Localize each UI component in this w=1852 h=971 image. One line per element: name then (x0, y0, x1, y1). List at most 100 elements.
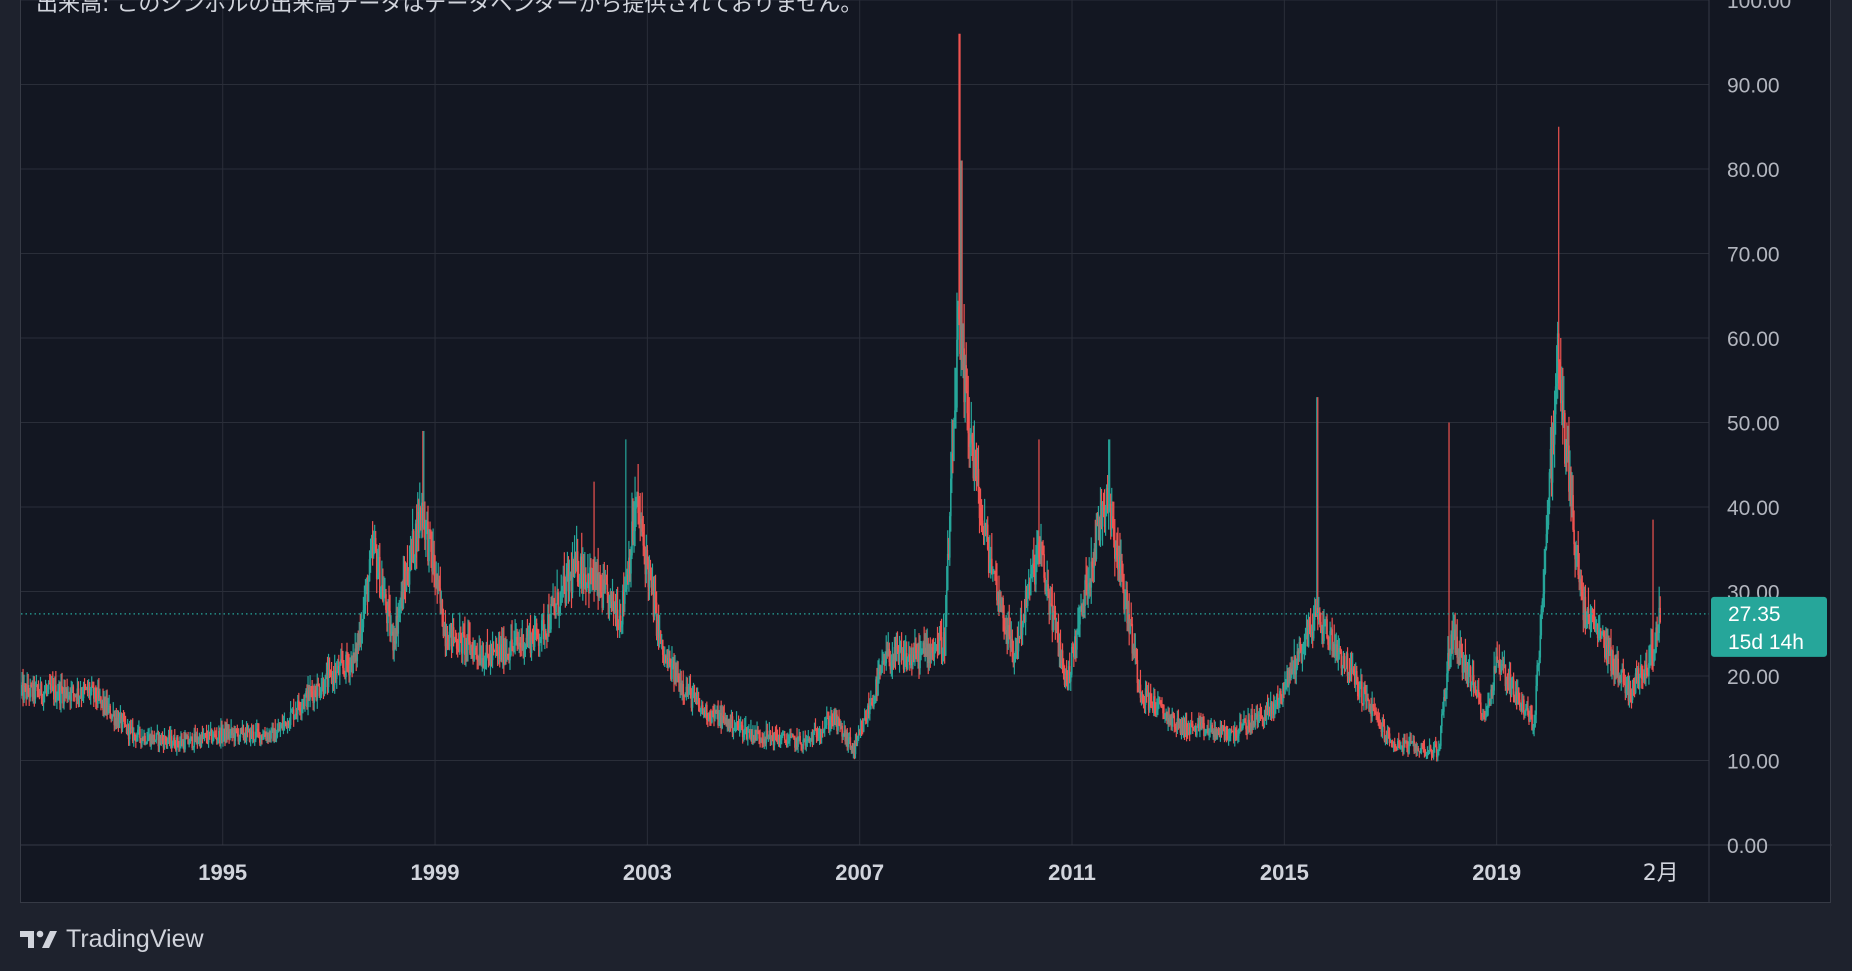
candle-body (989, 558, 992, 563)
candle-body (951, 453, 953, 479)
candle-body (964, 365, 966, 403)
candle-body (39, 683, 42, 696)
candle-body (1038, 542, 1040, 558)
candle-body (1466, 665, 1469, 683)
chart-area[interactable]: 0.00 10.00 20.00 30.00 40.00 50.00 60.00 70.00 8… (20, 0, 1832, 903)
candle-body (1564, 413, 1566, 464)
candle-body (50, 686, 53, 690)
candle-body (1494, 666, 1496, 673)
candle-body (135, 736, 137, 742)
candle-body (903, 656, 906, 670)
candle-body (343, 668, 345, 672)
candle-body (1503, 664, 1506, 667)
candle-body (913, 654, 915, 663)
candle-body (721, 715, 723, 729)
candle-body (1079, 610, 1081, 625)
candle-body (1048, 591, 1051, 615)
candle-body (1486, 715, 1488, 717)
candle-body (301, 706, 303, 713)
candle-body (1535, 685, 1537, 715)
candle-body (482, 657, 485, 668)
candle-body (784, 739, 787, 743)
candle-body (1258, 714, 1261, 718)
candle-body (1575, 552, 1577, 560)
candle-body (1424, 751, 1427, 756)
candle-body (1165, 712, 1167, 714)
candle-body (596, 572, 598, 582)
candle-body (855, 742, 858, 744)
candle-body (939, 633, 942, 638)
candle-body (1397, 741, 1400, 743)
tradingview-logo[interactable]: TradingView (20, 924, 204, 954)
candle-body (863, 717, 866, 720)
candle-body (1049, 603, 1052, 615)
candle-body (968, 433, 971, 447)
candle-body (325, 673, 328, 675)
candle-body (37, 690, 40, 696)
candle-body (956, 339, 958, 408)
candle-body (1645, 664, 1647, 677)
candle-body (360, 633, 363, 643)
candle-body (533, 635, 536, 647)
candle-body (1305, 632, 1308, 636)
candle-body (848, 737, 851, 739)
candle-body (1611, 650, 1613, 671)
candle-body (1201, 723, 1203, 726)
candle-body (814, 729, 817, 731)
candle-body (417, 512, 420, 533)
candle-body (80, 695, 83, 699)
candle-body (807, 738, 810, 740)
candle-body (850, 745, 853, 749)
candle-body (1245, 722, 1247, 730)
candle-body (1249, 728, 1251, 732)
candle-body (871, 702, 873, 705)
candle-body (1293, 656, 1296, 670)
candle-body (537, 637, 540, 646)
candle-body (1603, 631, 1605, 637)
candle-body (679, 683, 681, 692)
candle-body (194, 733, 197, 742)
candle-body (139, 728, 141, 739)
candle-body (201, 734, 204, 739)
candle-body (1306, 632, 1309, 647)
candle-body (1530, 713, 1532, 715)
candle-body (261, 735, 263, 740)
candle-body (1251, 715, 1253, 728)
candle-body (1657, 633, 1659, 641)
candle-body (770, 735, 773, 741)
candle-body (746, 727, 748, 739)
candle-body (918, 646, 920, 669)
candle-body (387, 605, 389, 624)
candle-body (714, 710, 716, 719)
candle-body (646, 549, 649, 566)
candle-body (375, 551, 378, 580)
candle-body (1599, 628, 1602, 639)
candle-body (1433, 744, 1436, 747)
candle-body (1597, 629, 1600, 639)
candle-body (1309, 627, 1312, 636)
candle-body (1134, 649, 1137, 656)
candle-body (1411, 741, 1413, 743)
chart-svg[interactable]: 0.0010.0020.0030.0040.0050.0060.0070.008… (21, 0, 1832, 903)
candle-body (184, 738, 186, 750)
candle-body (213, 733, 216, 735)
candle-body (656, 615, 659, 636)
candle-body (1635, 673, 1638, 679)
candle-body (565, 574, 568, 604)
candle-body (347, 665, 349, 667)
candle-body (1368, 699, 1370, 711)
candle-body (1390, 741, 1393, 744)
candle-body (413, 557, 416, 563)
candle-body (1066, 684, 1069, 690)
candle-body (660, 639, 663, 644)
candle-body (1206, 729, 1208, 731)
candle-body (318, 686, 321, 697)
candle-body (324, 674, 327, 694)
candle-body (1182, 724, 1185, 734)
candle-body (475, 647, 477, 655)
candle-body (239, 728, 242, 738)
candle-body (1410, 741, 1412, 743)
candle-body (151, 735, 154, 743)
candle-body (402, 579, 405, 609)
candle-body (1613, 666, 1615, 676)
